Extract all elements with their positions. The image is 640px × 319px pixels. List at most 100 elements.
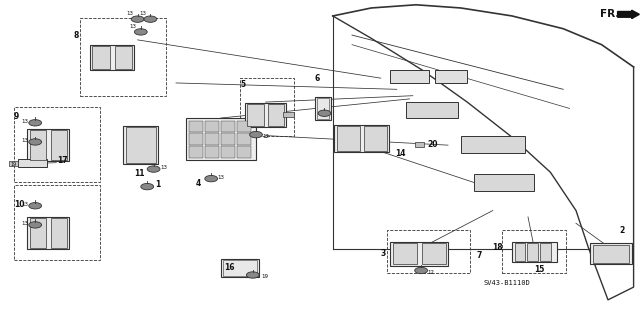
Bar xyxy=(393,243,417,264)
Bar xyxy=(186,118,256,160)
Text: 13: 13 xyxy=(126,11,133,16)
Text: 13: 13 xyxy=(160,165,167,170)
Bar xyxy=(205,146,219,158)
Bar xyxy=(51,130,67,160)
Text: 5: 5 xyxy=(240,80,245,89)
Bar xyxy=(435,70,467,83)
Bar xyxy=(593,244,630,263)
Bar xyxy=(240,78,294,136)
FancyArrow shape xyxy=(618,10,639,19)
Bar xyxy=(189,133,203,145)
Bar xyxy=(422,243,446,264)
Bar xyxy=(387,230,470,273)
Circle shape xyxy=(141,183,154,190)
Bar xyxy=(123,126,159,164)
Text: 6: 6 xyxy=(315,74,320,83)
Text: 13: 13 xyxy=(21,119,28,124)
Bar xyxy=(590,243,632,264)
Text: 13: 13 xyxy=(129,24,136,29)
Bar xyxy=(221,259,259,277)
Bar xyxy=(92,46,110,69)
Circle shape xyxy=(131,16,144,22)
Bar xyxy=(205,133,219,145)
Circle shape xyxy=(205,175,218,182)
Text: 14: 14 xyxy=(396,149,406,158)
Bar xyxy=(90,45,134,70)
Text: 13: 13 xyxy=(21,138,28,143)
Bar xyxy=(27,217,69,249)
Text: 13: 13 xyxy=(21,202,28,207)
Bar xyxy=(337,127,360,151)
Circle shape xyxy=(29,222,42,228)
Bar xyxy=(317,98,329,119)
Bar xyxy=(247,104,264,126)
Circle shape xyxy=(134,29,147,35)
Text: 15: 15 xyxy=(534,265,545,274)
Bar xyxy=(125,127,156,163)
Bar xyxy=(189,121,203,132)
Text: 1: 1 xyxy=(155,180,160,189)
Bar xyxy=(334,125,388,152)
Bar xyxy=(27,129,69,161)
Bar xyxy=(14,107,100,182)
Bar xyxy=(315,97,332,120)
Text: 7: 7 xyxy=(476,251,481,260)
Text: FR.: FR. xyxy=(600,9,620,19)
Bar xyxy=(527,243,538,261)
Circle shape xyxy=(147,166,160,172)
Bar xyxy=(221,133,235,145)
Text: 3: 3 xyxy=(380,249,385,258)
Bar xyxy=(80,18,166,96)
Text: SV43-B1110D: SV43-B1110D xyxy=(483,279,530,286)
Text: 9: 9 xyxy=(14,112,19,121)
Bar xyxy=(9,161,18,166)
Bar xyxy=(221,121,235,132)
Bar xyxy=(406,102,458,118)
Bar xyxy=(502,230,566,273)
Bar xyxy=(29,130,46,160)
Bar xyxy=(223,260,257,276)
Text: 13: 13 xyxy=(139,11,146,16)
Bar xyxy=(237,133,251,145)
Circle shape xyxy=(246,272,259,278)
Text: 11: 11 xyxy=(134,169,145,178)
Text: 13: 13 xyxy=(218,174,225,180)
Bar xyxy=(237,121,251,132)
Bar xyxy=(29,218,46,248)
Text: 2: 2 xyxy=(620,226,625,235)
Bar xyxy=(390,242,448,265)
Bar xyxy=(515,243,525,261)
Bar xyxy=(51,218,67,248)
Bar xyxy=(237,146,251,158)
Circle shape xyxy=(29,120,42,126)
Circle shape xyxy=(415,267,428,274)
Circle shape xyxy=(29,139,42,145)
Bar xyxy=(221,146,235,158)
Bar xyxy=(540,243,551,261)
Bar xyxy=(415,142,424,147)
Text: 4: 4 xyxy=(195,179,200,188)
Bar xyxy=(390,70,429,83)
Bar xyxy=(205,121,219,132)
Text: 12: 12 xyxy=(428,270,435,275)
Bar xyxy=(18,159,47,167)
Bar xyxy=(474,174,534,191)
Text: 20: 20 xyxy=(428,140,438,149)
Bar xyxy=(14,185,100,260)
Circle shape xyxy=(250,131,262,138)
Bar xyxy=(461,136,525,153)
Text: 19: 19 xyxy=(261,274,268,279)
Bar xyxy=(512,242,557,262)
Text: 8: 8 xyxy=(74,31,79,40)
Text: 17: 17 xyxy=(58,156,68,165)
Text: 18: 18 xyxy=(493,243,503,252)
Bar xyxy=(115,46,132,69)
Text: 13: 13 xyxy=(21,221,28,226)
Bar xyxy=(189,146,203,158)
Bar xyxy=(364,127,387,151)
Text: 19: 19 xyxy=(10,162,17,167)
Text: 10: 10 xyxy=(14,200,24,209)
Circle shape xyxy=(144,16,157,22)
Bar xyxy=(268,104,284,126)
Bar xyxy=(283,112,294,117)
